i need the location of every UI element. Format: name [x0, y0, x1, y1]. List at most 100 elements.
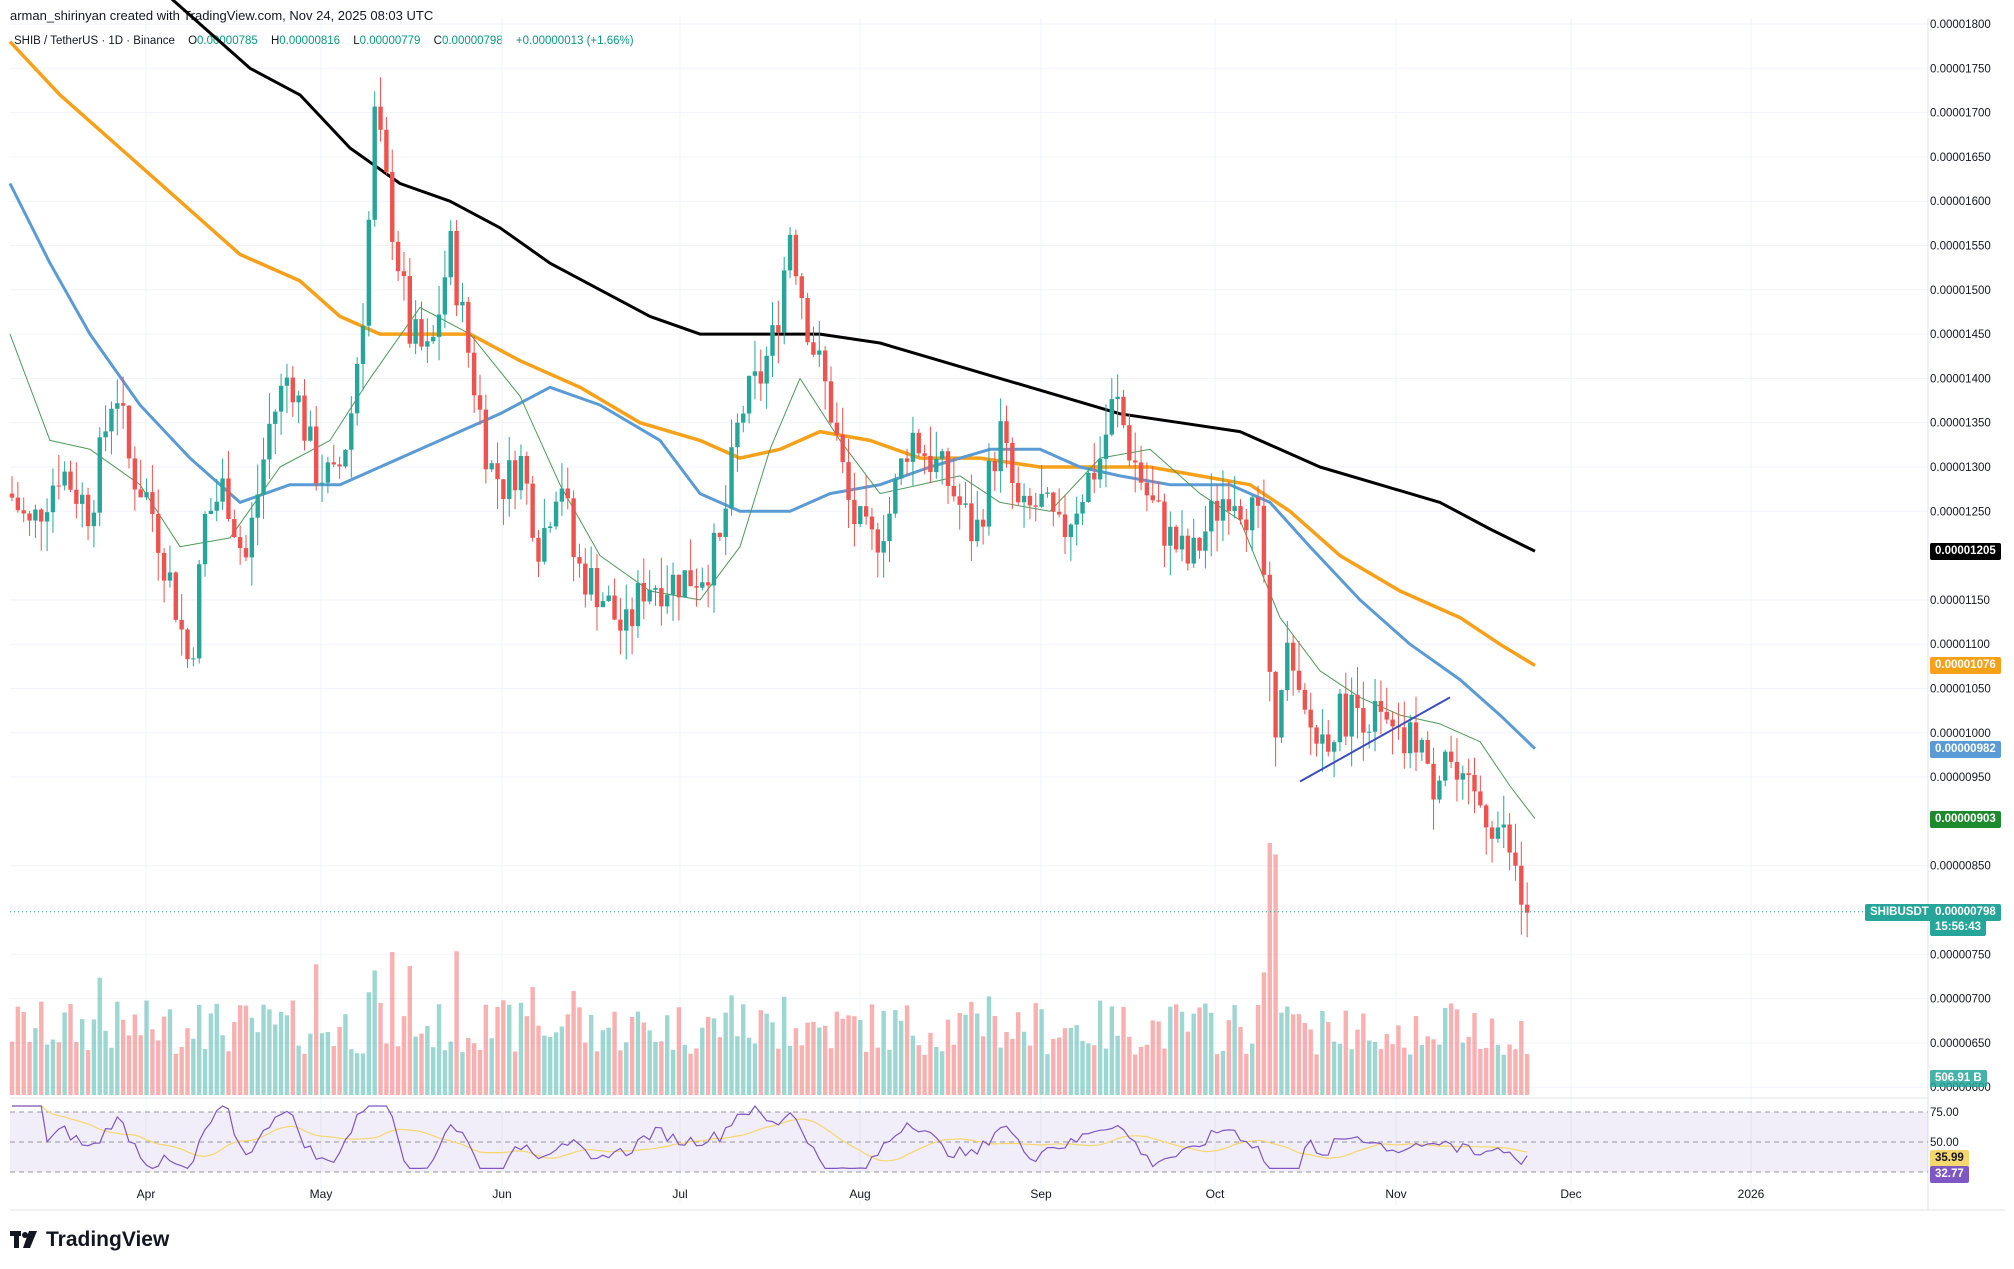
volume-bar — [1495, 1045, 1501, 1095]
volume-bar — [758, 1010, 763, 1095]
close-label: C — [433, 35, 442, 47]
volume-bar — [62, 1012, 67, 1095]
candle-body — [1472, 775, 1477, 792]
candle-body — [939, 451, 945, 459]
volume-bar — [319, 1033, 325, 1095]
volume-bar — [910, 1035, 916, 1095]
volume-bar — [501, 1000, 506, 1095]
candle-body — [764, 355, 769, 384]
volume-bar — [904, 1005, 910, 1095]
volume-bar — [454, 951, 459, 1095]
volume-bar — [173, 1053, 178, 1095]
volume-bar — [1185, 1031, 1191, 1095]
volume-bar — [507, 1004, 512, 1095]
volume-bar — [337, 1026, 342, 1095]
volume-bar — [863, 1051, 869, 1095]
price-axis[interactable]: 0.00001800 0.00001750 0.00001700 0.00001650… — [1927, 18, 1991, 1210]
candle-body — [746, 375, 752, 414]
volume-bar — [1478, 1048, 1483, 1095]
time-axis-label: Aug — [849, 1187, 870, 1201]
volume-bar — [957, 1013, 962, 1095]
volume-bar — [208, 1013, 214, 1095]
candle-body — [1068, 524, 1074, 538]
volume-bar — [1244, 1053, 1249, 1095]
volume-bar — [811, 1021, 816, 1095]
volume-bar — [577, 1007, 582, 1095]
candle-body — [600, 601, 606, 608]
volume-bar — [1197, 1007, 1202, 1095]
volume-bar — [471, 1043, 477, 1095]
candle-body — [548, 526, 553, 529]
volume-bar — [606, 1027, 611, 1095]
candle-body — [15, 497, 21, 511]
time-axis[interactable]: Apr May Jun Jul Aug Sep Oct Nov Dec 2026 — [10, 1187, 2005, 1211]
candle-body — [1092, 472, 1097, 480]
candle-body — [957, 496, 962, 505]
volume-bar — [1133, 1054, 1138, 1095]
volume-bar — [992, 1016, 997, 1095]
candle-body — [156, 513, 161, 553]
volume-bar — [1372, 1041, 1378, 1095]
volume-bar — [431, 1047, 436, 1095]
volume-bar — [694, 1048, 699, 1095]
candle-body — [799, 276, 804, 299]
tradingview-logo[interactable]: TradingView — [10, 1228, 169, 1252]
volume-bar — [1396, 1025, 1401, 1095]
candle-body — [308, 426, 313, 441]
volume-bar — [390, 951, 395, 1095]
volume-bar — [793, 1028, 799, 1095]
volume-bar — [629, 1017, 635, 1095]
candle-body — [1103, 434, 1109, 459]
volume-bar — [1314, 1054, 1319, 1095]
price-axis-label: 0.00001100 — [1930, 639, 1990, 651]
candle-body — [1244, 519, 1249, 531]
candle-body — [390, 171, 395, 242]
price-axis-label: 0.00000950 — [1930, 772, 1991, 784]
candle-body — [68, 471, 73, 490]
volume-bar — [138, 1035, 143, 1095]
candle-body — [39, 509, 44, 522]
candle-body — [109, 408, 114, 432]
candle-body — [261, 459, 266, 495]
volume-bar — [278, 1011, 284, 1095]
volume-bar — [1056, 1037, 1062, 1095]
candle-body — [869, 516, 875, 530]
candlesticks — [9, 77, 1530, 938]
candle-body — [1524, 904, 1530, 913]
volume-bar — [1513, 1049, 1518, 1095]
candle-body — [495, 463, 500, 480]
volume-bar — [1489, 1018, 1495, 1095]
trend-line[interactable] — [1299, 696, 1451, 783]
volume-bar — [1109, 1006, 1114, 1095]
price-axis-label: 0.00001050 — [1930, 684, 1991, 696]
volume-bar — [243, 1005, 249, 1095]
volume-bar — [963, 1014, 968, 1095]
volume-bar — [425, 1026, 430, 1095]
candle-body — [56, 485, 61, 487]
price-axis-label: 0.00000750 — [1930, 949, 1991, 961]
candle-body — [161, 552, 167, 581]
candle-body — [103, 431, 108, 438]
candle-body — [431, 336, 436, 342]
volume-bar — [1250, 1043, 1255, 1095]
candle-body — [659, 588, 664, 607]
candle-body — [1413, 722, 1419, 753]
candle-body — [1051, 492, 1056, 512]
candle-body — [1173, 526, 1179, 550]
volume-bar — [1437, 1044, 1442, 1095]
volume-bar — [975, 1013, 980, 1095]
volume-bar — [939, 1051, 945, 1095]
volume-bar — [1472, 1012, 1477, 1095]
volume-bar — [1039, 1009, 1044, 1095]
volume-bar — [74, 1042, 79, 1095]
candle-body — [945, 451, 951, 487]
candle-body — [1507, 824, 1512, 853]
volume-bar — [700, 1027, 705, 1095]
volume-bar — [1097, 1000, 1103, 1095]
volume-bar — [1378, 1049, 1384, 1095]
volume-bar — [21, 1012, 26, 1095]
volume-bar — [518, 1002, 524, 1095]
open-label: O — [188, 35, 198, 47]
